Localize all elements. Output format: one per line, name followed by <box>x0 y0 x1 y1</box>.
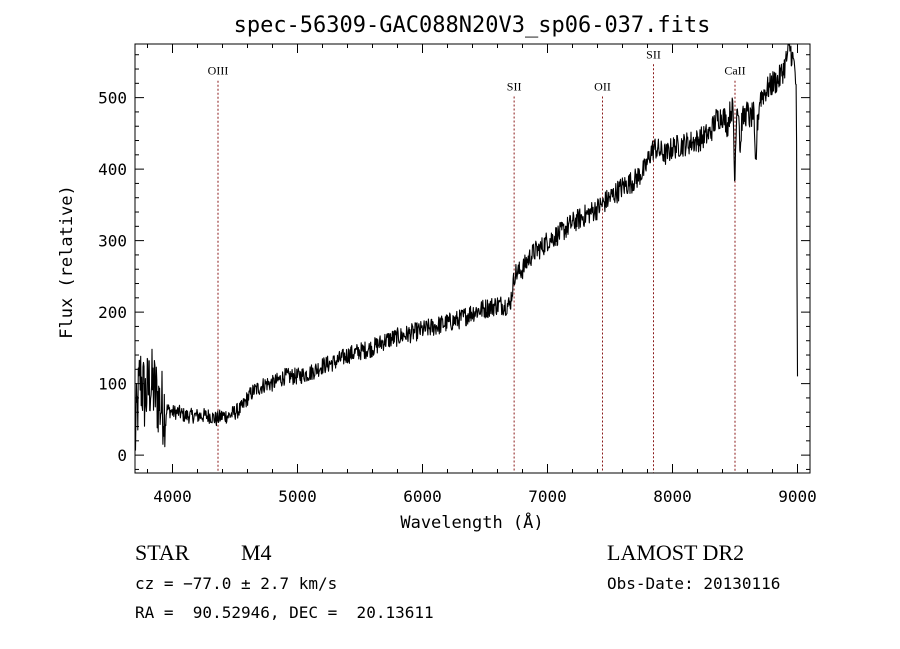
survey-name: LAMOST DR2 <box>607 540 745 565</box>
coordinates-text: RA = 90.52946, DEC = 20.13611 <box>135 603 434 622</box>
y-tick-label: 500 <box>98 89 127 108</box>
redshift-text: cz = −77.0 ± 2.7 km/s <box>135 574 338 593</box>
y-tick-label: 400 <box>98 160 127 179</box>
spectral-line-label: CaII <box>724 64 745 78</box>
y-tick-label: 0 <box>117 446 127 465</box>
x-tick-label: 5000 <box>278 487 317 506</box>
spectral-line-label: OIII <box>208 64 229 78</box>
x-tick-label: 7000 <box>528 487 567 506</box>
spectral-line-label: SII <box>507 79 522 93</box>
object-subclass: M4 <box>241 540 272 565</box>
x-tick-label: 6000 <box>403 487 442 506</box>
x-tick-label: 9000 <box>778 487 817 506</box>
y-tick-label: 100 <box>98 375 127 394</box>
x-tick-label: 4000 <box>153 487 192 506</box>
obs-date-text: Obs-Date: 20130116 <box>607 574 781 593</box>
y-tick-label: 300 <box>98 232 127 251</box>
object-class: STAR <box>135 540 190 565</box>
x-tick-label: 8000 <box>653 487 692 506</box>
y-tick-label: 200 <box>98 303 127 322</box>
spectrum-line <box>134 43 799 451</box>
y-axis-label: Flux (relative) <box>57 185 77 339</box>
spectral-line-label: OII <box>594 79 611 93</box>
spectral-line-label: SII <box>646 47 661 61</box>
x-axis-label: Wavelength (Å) <box>400 511 543 533</box>
chart-title: spec-56309-GAC088N20V3_sp06-037.fits <box>234 13 711 38</box>
